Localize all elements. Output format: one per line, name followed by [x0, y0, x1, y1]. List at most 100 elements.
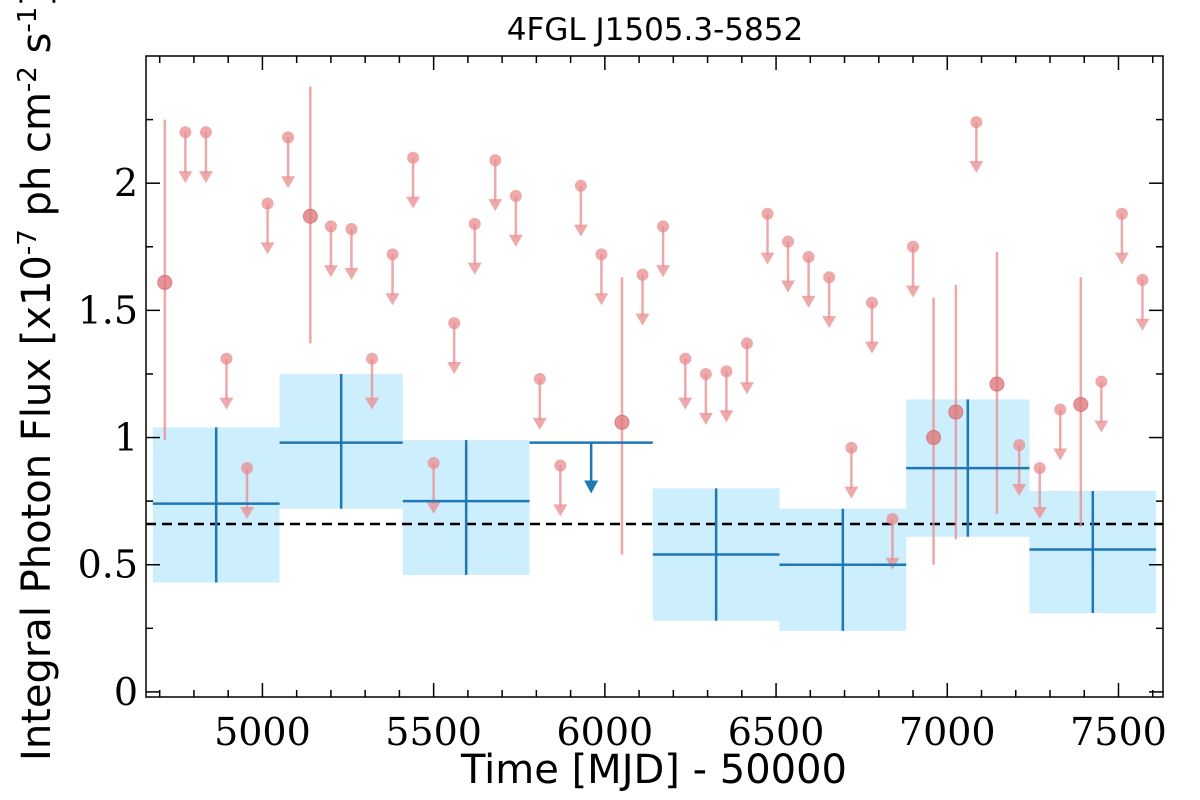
upper-limit-arrow	[1053, 448, 1068, 461]
x-tick-label: 6000	[556, 710, 653, 754]
upper-limit-arrow	[281, 176, 296, 189]
upper-limit-point	[802, 250, 815, 263]
upper-limit-arrow	[1135, 318, 1150, 331]
upper-limit-arrow	[906, 285, 921, 298]
y-axis-label-part: s	[14, 33, 60, 67]
upper-limit-point	[220, 352, 233, 365]
y-axis-label-part: -1	[13, 7, 43, 33]
upper-limit-arrow	[698, 412, 713, 425]
long-bin-upper-limit-arrow	[584, 480, 599, 494]
upper-limit-point	[636, 268, 649, 281]
upper-limit-point	[366, 352, 378, 365]
upper-limit-arrow	[1114, 252, 1129, 265]
upper-limit-point	[761, 207, 774, 220]
upper-limit-point	[574, 179, 587, 192]
y-axis-label: Integral Photon Flux [x10-7 ph cm-2 s-1]	[13, 0, 60, 761]
upper-limit-point	[595, 248, 608, 261]
upper-limit-arrow	[219, 397, 234, 410]
upper-limit-arrow	[739, 382, 754, 395]
upper-limit-arrow	[323, 265, 338, 278]
upper-limit-point	[740, 337, 753, 350]
y-tick-label: 0.5	[78, 543, 138, 587]
upper-limit-point	[1115, 207, 1128, 220]
upper-limit-arrow	[198, 171, 213, 184]
plot-frame	[145, 55, 1164, 698]
upper-limit-point	[1013, 439, 1026, 452]
x-tick-label: 6500	[728, 710, 825, 754]
upper-limit-arrow	[822, 316, 837, 329]
detection-point	[989, 376, 1005, 392]
upper-limit-arrow	[426, 501, 441, 514]
upper-limit-point	[345, 222, 358, 235]
upper-limit-arrow	[573, 224, 588, 237]
upper-limit-arrow	[178, 171, 193, 184]
upper-limit-point	[241, 462, 254, 475]
upper-limit-arrow	[760, 252, 775, 265]
detection-point	[926, 430, 942, 446]
upper-limit-arrow	[594, 293, 609, 306]
long-bin-points	[152, 373, 1157, 631]
upper-limit-point	[199, 126, 212, 139]
upper-limit-point	[720, 365, 733, 378]
upper-limit-arrow	[719, 410, 734, 423]
upper-limit-arrow	[260, 242, 275, 255]
upper-limit-arrow	[488, 199, 503, 212]
x-tick-label: 5000	[214, 710, 311, 754]
upper-limit-arrow	[240, 506, 255, 519]
upper-limit-arrow	[553, 504, 568, 517]
upper-limit-arrow	[635, 313, 650, 326]
upper-limit-point	[907, 240, 920, 253]
upper-limit-point	[970, 116, 983, 129]
y-tick-label: 2	[114, 161, 138, 205]
upper-limit-point	[1095, 375, 1108, 388]
upper-limit-point	[509, 189, 522, 202]
upper-limit-point	[1136, 273, 1149, 286]
upper-limit-point	[386, 248, 399, 261]
upper-limit-arrow	[344, 267, 359, 280]
y-tick-label: 1	[114, 416, 138, 460]
upper-limit-point	[1033, 462, 1046, 475]
upper-limit-point	[699, 367, 712, 380]
y-tick-label: 1.5	[78, 288, 138, 332]
upper-limit-point	[1054, 403, 1067, 416]
upper-limit-point	[845, 441, 858, 454]
upper-limit-point	[324, 220, 337, 233]
upper-limit-arrow	[1094, 420, 1109, 433]
upper-limit-arrow	[844, 486, 859, 499]
upper-limit-point	[657, 220, 670, 233]
upper-limit-arrow	[678, 397, 693, 410]
y-tick-label: 0	[114, 670, 138, 714]
upper-limit-arrow	[1032, 506, 1047, 519]
y-axis-label-part: ]	[14, 0, 60, 7]
upper-limit-point	[468, 217, 481, 230]
detection-point	[302, 208, 318, 224]
detection-point	[948, 404, 964, 420]
upper-limit-arrow	[1012, 484, 1027, 497]
upper-limit-point	[261, 197, 274, 210]
upper-limit-arrow	[447, 361, 462, 374]
upper-limit-arrow	[508, 234, 523, 247]
upper-limit-arrow	[365, 397, 379, 410]
upper-limit-point	[865, 296, 878, 309]
detection-point	[1073, 396, 1089, 412]
upper-limit-arrow	[864, 341, 879, 354]
upper-limit-point	[448, 317, 461, 330]
upper-limit-arrow	[406, 196, 421, 209]
detection-point	[157, 274, 173, 290]
long-bin-bands	[152, 373, 1157, 631]
short-bin-points	[157, 86, 1150, 570]
upper-limit-point	[407, 151, 420, 164]
upper-limit-point	[554, 459, 567, 472]
upper-limit-point	[679, 352, 692, 365]
upper-limit-point	[179, 126, 192, 139]
upper-limit-arrow	[532, 417, 547, 430]
upper-limit-point	[489, 154, 502, 167]
upper-limit-arrow	[781, 280, 796, 293]
x-axis-label: Time [MJD] - 50000	[460, 747, 847, 793]
y-axis-label-part: -7	[13, 229, 43, 255]
upper-limit-point	[427, 456, 440, 469]
x-tick-label: 7500	[1070, 710, 1167, 754]
upper-limit-arrow	[801, 295, 816, 308]
x-tick-label: 7000	[899, 710, 996, 754]
